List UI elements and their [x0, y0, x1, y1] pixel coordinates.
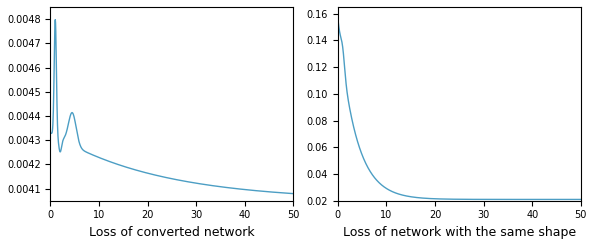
X-axis label: Loss of converted network: Loss of converted network: [89, 226, 255, 239]
X-axis label: Loss of network with the same shape: Loss of network with the same shape: [343, 226, 576, 239]
